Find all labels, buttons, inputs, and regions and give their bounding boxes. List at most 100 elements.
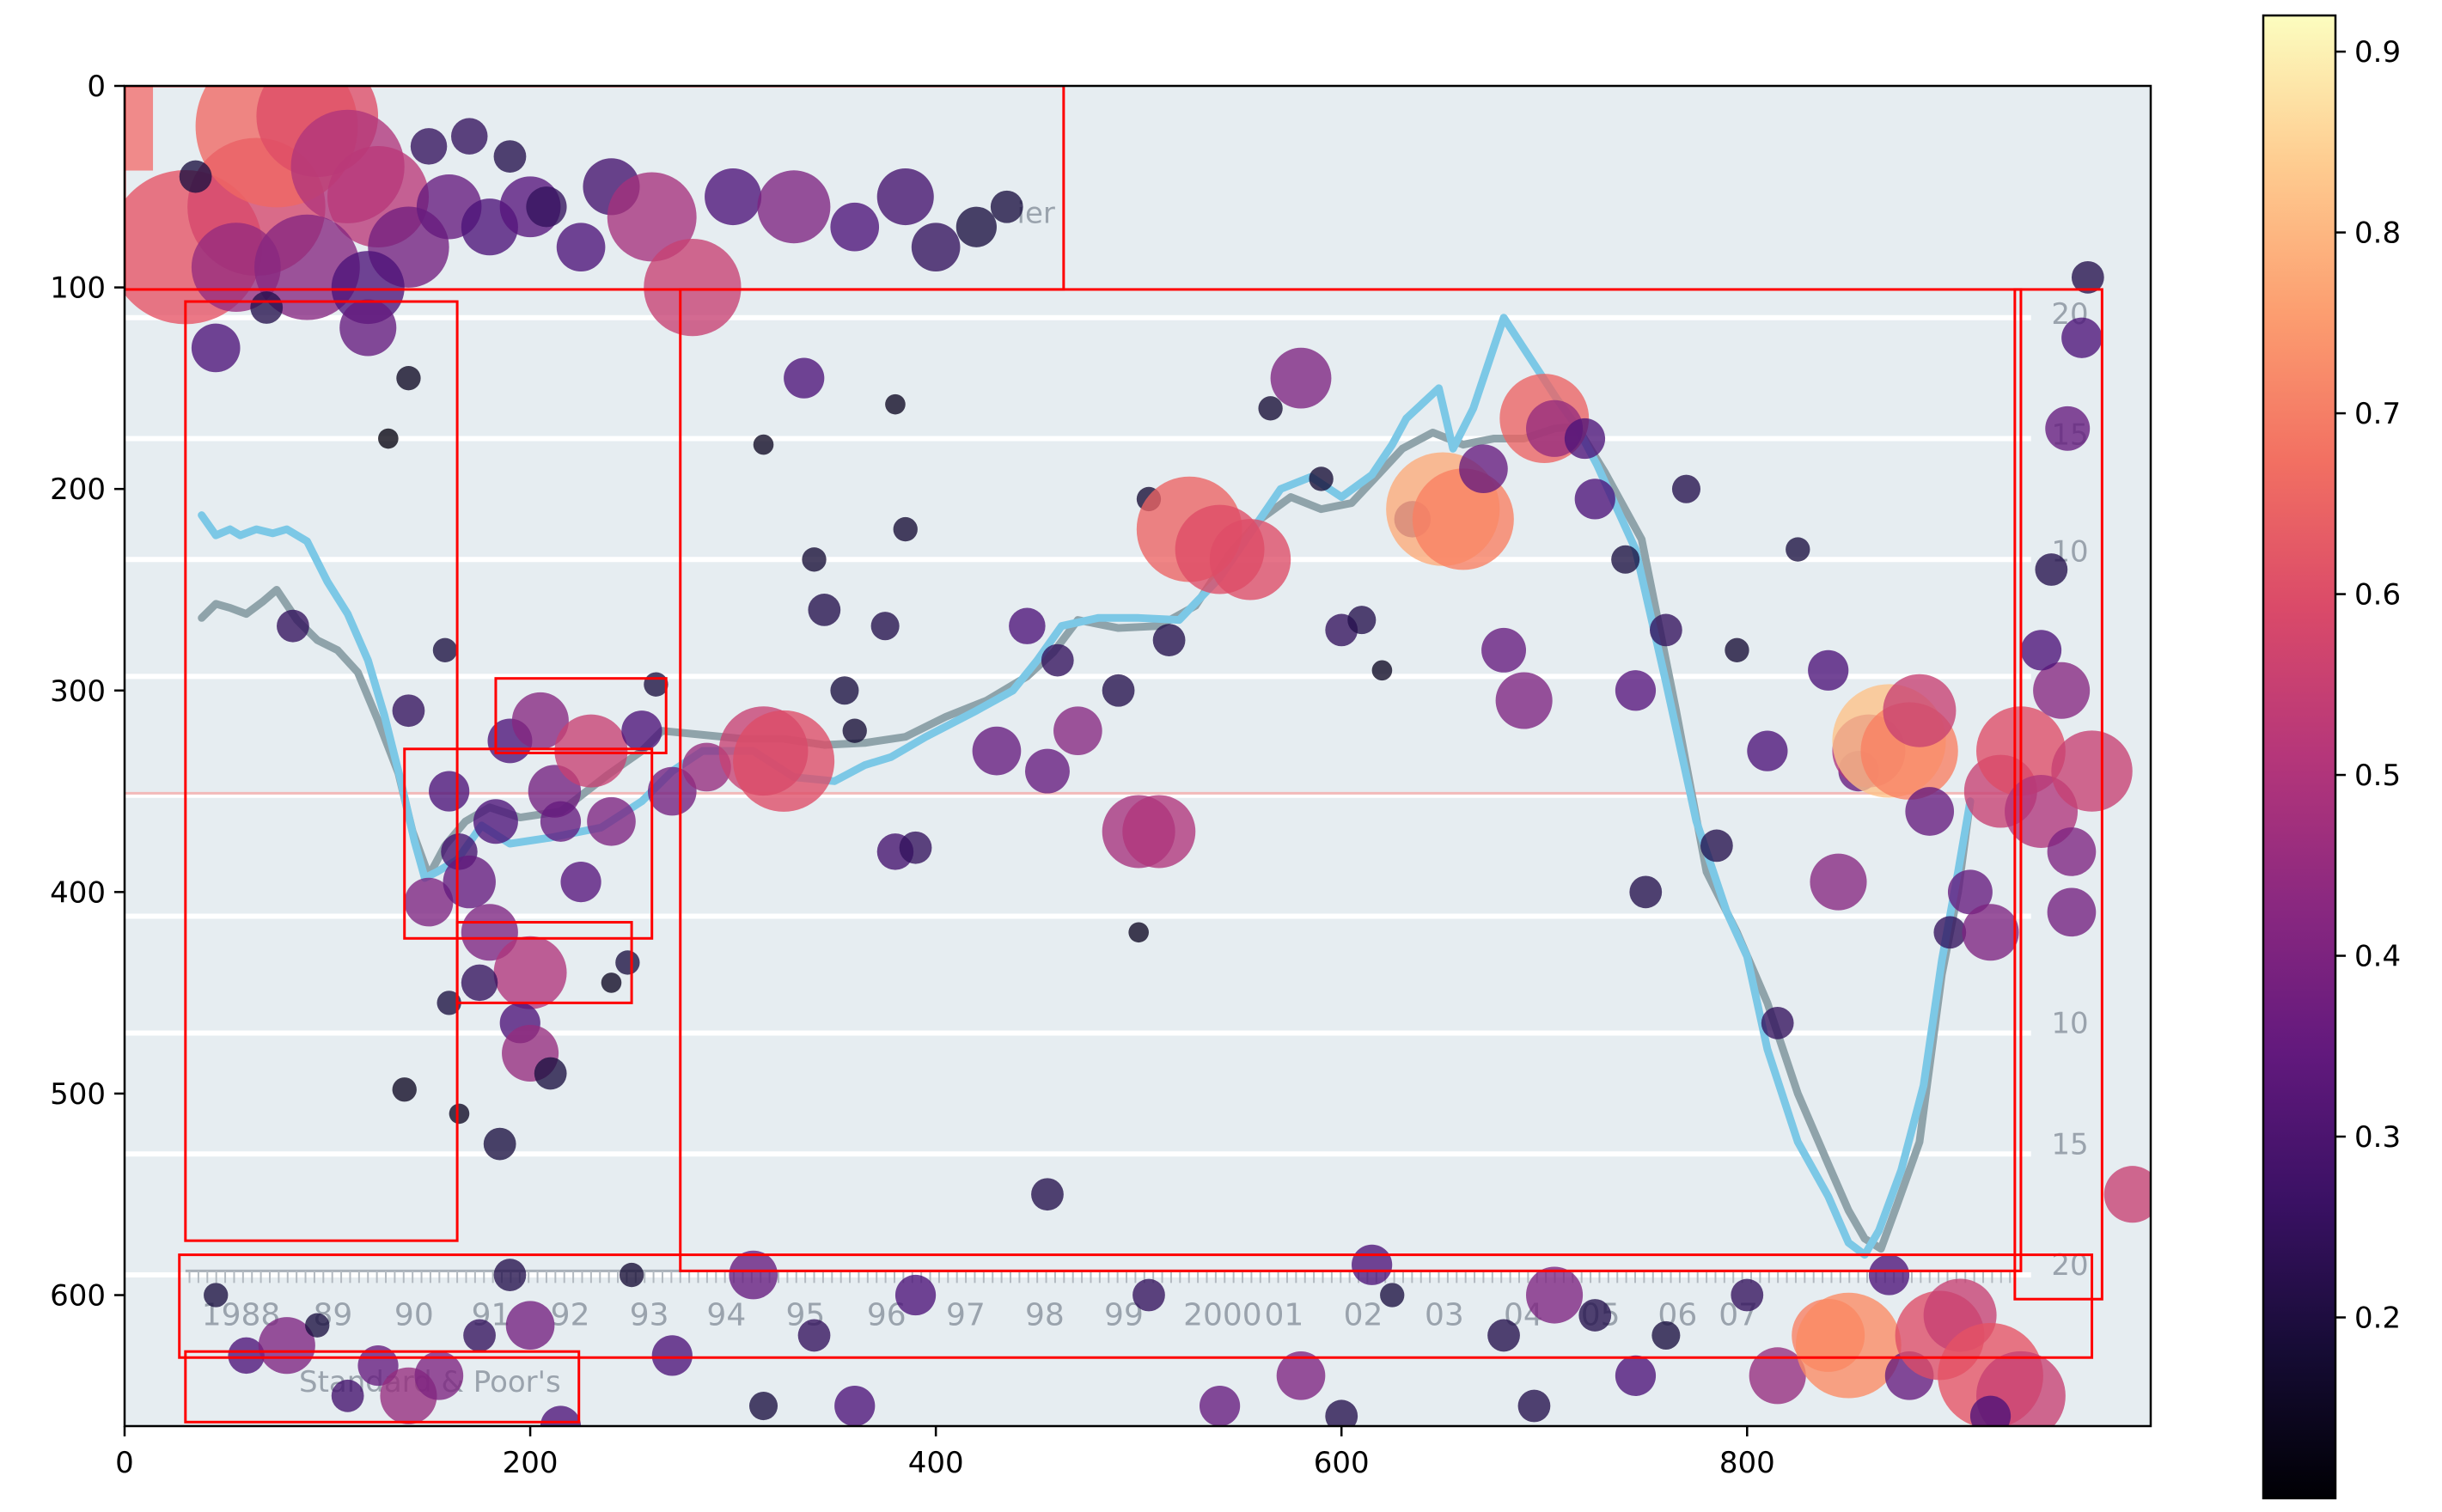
scatter-point [1574,479,1615,520]
scatter-point [1276,1351,1326,1400]
scatter-point [2047,827,2097,876]
scatter-point [1725,637,1749,663]
red-bounding-box [403,747,654,940]
red-bounding-box [184,300,459,1242]
scatter-point [870,612,900,641]
scatter-point [1969,1395,2012,1426]
x-tick-label: 0 [115,1446,134,1480]
scatter-point [644,672,668,697]
scatter-point [911,223,961,271]
scatter-point [451,118,488,155]
scatter-point [1380,1283,1405,1308]
scatter-point [990,190,1023,223]
scatter-point [1700,829,1733,863]
scatter-point [2051,730,2133,812]
scatter-point [493,140,527,173]
scatter-point [2045,405,2091,451]
red-bounding-box [679,288,2023,1272]
scatter-point [1649,613,1682,647]
red-bounding-box [2013,288,2103,1301]
scatter-point [1786,537,1810,562]
scatter-point [876,168,934,226]
scatter-point [258,1317,315,1375]
scatter-point [644,238,742,337]
scatter-point [757,170,831,244]
scatter-point [511,692,569,749]
colorbar-tick-label: 0.2 [2354,1302,2401,1336]
scatter-point [893,516,918,542]
red-bounding-box [455,921,633,1004]
scatter-point [830,676,859,705]
colorbar-tick-label: 0.4 [2354,940,2401,974]
colorbar-tick-label: 0.3 [2354,1120,2401,1155]
scatter-point [1615,1355,1657,1396]
scatter-point [432,637,458,663]
scatter-point [493,936,567,1009]
scatter-point [404,877,454,927]
scatter-point [179,160,212,193]
scatter-point [1031,1178,1064,1211]
scatter-point [802,547,827,572]
scatter-point [250,291,284,324]
scatter-point [473,799,518,844]
scatter-point [733,710,835,812]
scatter-point [429,771,470,812]
scatter-point [587,796,636,846]
scatter-points [125,86,2151,1426]
colorbar-tick-label: 0.5 [2354,759,2401,793]
x-tick-label: 400 [908,1446,964,1480]
colorbar-bar [2262,14,2337,1500]
scatter-point [556,223,606,271]
scatter-point [651,1335,693,1376]
scatter-point [1810,853,1867,911]
scatter-point [784,357,825,399]
scatter-point [228,1337,265,1375]
scatter-point [1009,607,1046,644]
background-fragment-top: ier [1017,197,1055,231]
scatter-point [1761,1006,1794,1040]
scatter-point [1671,474,1700,503]
scatter-point [1209,519,1291,601]
y-tick-label: 500 [50,1077,106,1112]
scatter-point [526,186,567,228]
scatter-point [483,1127,516,1161]
scatter-point [797,1319,831,1352]
red-bounding-box [125,86,1065,291]
scatter-point [1731,1278,1764,1312]
y-tick-label: 200 [50,472,106,507]
scatter-point [414,1351,464,1400]
scatter-point [1651,1320,1681,1350]
scatter-point [1526,1266,1584,1324]
background-year-label: 03 [1425,1298,1464,1333]
background-year-label: 01 [1265,1298,1304,1333]
scatter-point [493,1259,527,1291]
scatter-point [305,1313,330,1338]
scatter-point [1258,396,1283,421]
scatter-point [191,323,241,373]
scatter-point [1352,1244,1393,1285]
colorbar-tick-label: 0.7 [2354,397,2401,431]
scatter-point [1309,466,1334,491]
scatter-point [1025,748,1070,794]
scatter-point [461,904,518,961]
scatter-point [1371,660,1393,681]
scatter-point [1611,545,1640,574]
scatter-point [1347,606,1377,635]
scatter-point [410,128,448,165]
background-year-label: 97 [946,1298,986,1333]
background-blue-line [198,314,1975,1259]
scatter-point [1629,875,1663,909]
scatter-point [1199,1385,1241,1426]
plot-frame [123,84,2152,1428]
scatter-point [505,1301,555,1350]
plot-background-image [125,86,2151,1426]
colorbar-ticks: 0.2 0.3 0.4 0.5 0.6 0.7 0.8 0.9 [2335,35,2401,1336]
scatter-point [601,972,622,993]
scatter-point [830,202,880,252]
red-bounding-boxes [125,86,2103,1424]
scatter-point [705,168,762,226]
scatter-point [1041,643,1074,677]
background-year-label: 02 [1344,1298,1383,1333]
scatter-point [1152,624,1186,656]
background-year-label: 98 [1025,1298,1065,1333]
